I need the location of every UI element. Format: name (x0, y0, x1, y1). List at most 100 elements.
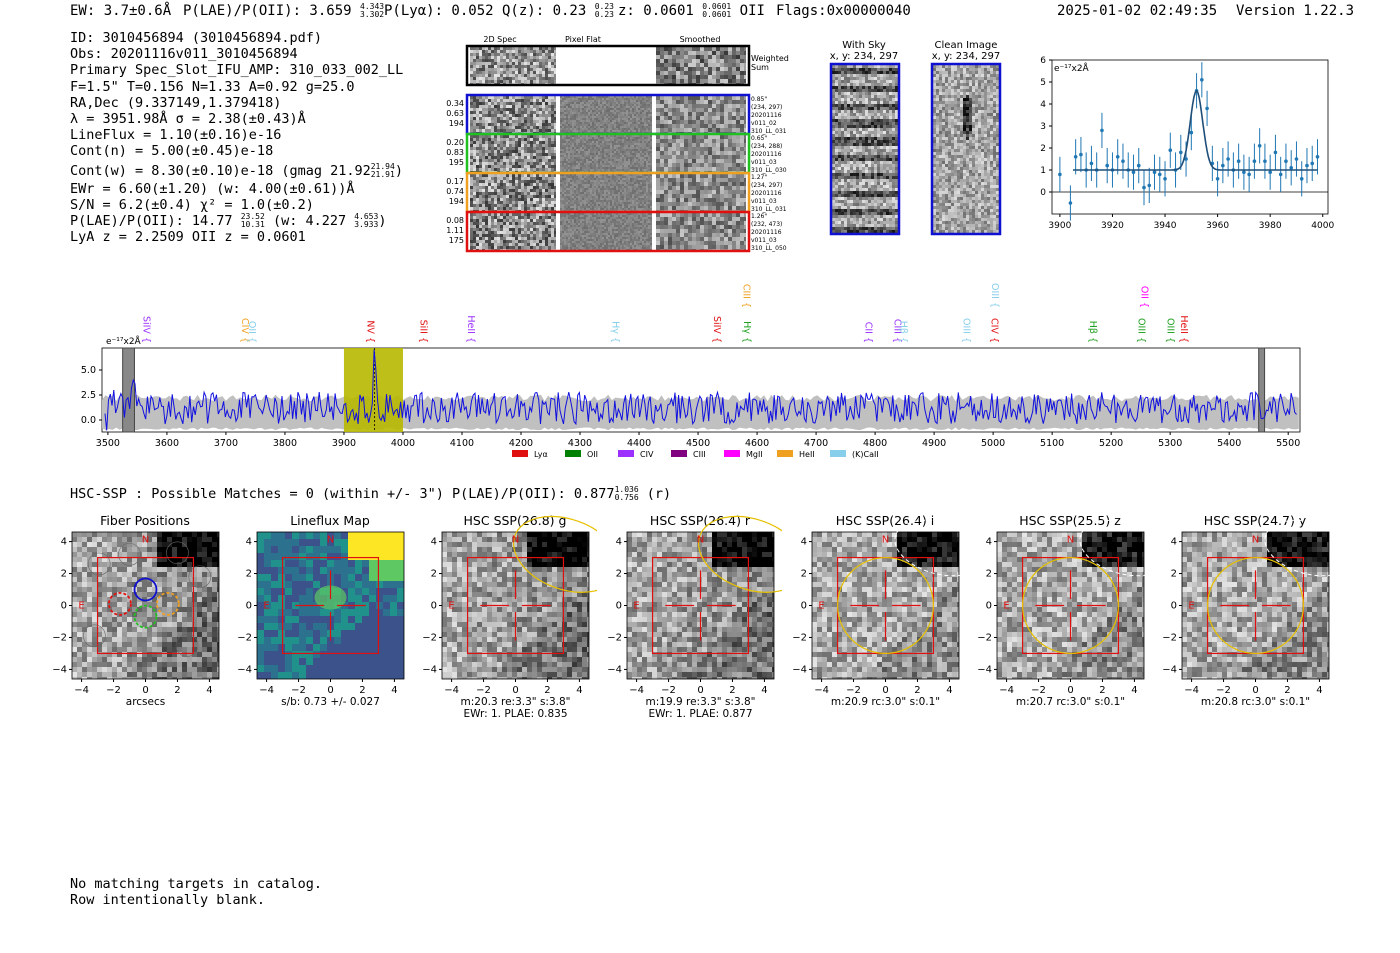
fiber-left-value: 195 (449, 158, 464, 167)
stamp-caption: m:20.8 rc:3.0" s:0.1" (1201, 696, 1310, 708)
info-obs: Obs: 20201116v011_3010456894 (70, 46, 298, 63)
stamp-east-label: E (1188, 601, 1194, 612)
fiber-flat (560, 213, 652, 250)
spectrum-line-label: OIII { (989, 283, 1000, 308)
stamp-x-tick: 4 (391, 685, 397, 696)
header-z-lo: 0.0601 (702, 10, 732, 19)
spectrum-line (104, 349, 1297, 431)
legend-label: Lyα (534, 450, 548, 459)
stamp-north-label: N (1067, 534, 1074, 545)
stamp-y: HSC SSP(24.7) y N E −4 −4 −2 −2 0 0 2 2 4 4 m:20.8 rc… (1162, 513, 1337, 708)
spectrum-line-label: OIII { (1164, 318, 1175, 343)
clean-frame (930, 62, 1002, 236)
info-plae: P(LAE)/P(OII): 14.77 23.52 10.31 (w: 4.22… (70, 212, 403, 230)
spectrum-x-tick-label: 3800 (273, 438, 297, 449)
spec2d-col-header: Smoothed (680, 35, 721, 44)
stamp-north-label: N (142, 534, 149, 545)
zoom-data-point (1294, 157, 1299, 161)
fiber-flat (560, 174, 652, 211)
stamp-search-box (281, 556, 380, 655)
weighted-label: Sum (751, 63, 769, 72)
fiber-left-value: 194 (449, 119, 464, 128)
fiber-right-value: 1.27" (751, 174, 767, 181)
fiber-right-value: 20201116 (751, 190, 782, 197)
stamp-title: HSC SSP(26.4) i (836, 513, 934, 528)
fiber-flat (560, 135, 652, 172)
legend-label: MgII (746, 450, 763, 459)
header-version: Version 1.22.3 (1236, 3, 1355, 19)
stamp-x-tick: −4 (74, 685, 89, 696)
stamp-caption: m:20.7 rc:3.0" s:0.1" (1016, 696, 1125, 708)
stamp-aperture (836, 556, 935, 655)
spectrum-unit-label: e⁻¹⁷x2Å (106, 335, 142, 347)
zoom-x-tick-label: 4000 (1311, 221, 1334, 231)
spectrum-x-tick-label: 4600 (745, 438, 769, 449)
header-plae: P(LAE)/P(OII): 3.659 4.343 3.302 (183, 2, 385, 20)
info-primary: Primary Spec_Slot_IFU_AMP: 310_033_002_L… (70, 62, 404, 79)
info-lambda: λ = 3951.98Å σ = 2.38(±0.43)Å (70, 111, 306, 128)
info-lineflux: LineFlux = 1.10(±0.16)e-16 (70, 127, 282, 144)
fiber-right-value: (234, 297) (751, 104, 782, 111)
zoom-data-point (1079, 152, 1083, 157)
clean-xy: x, y: 234, 297 (932, 51, 1001, 62)
stamp-x-tick: −2 (106, 685, 121, 696)
header-plae-hi: 4.343 (360, 2, 385, 11)
zoom-data-point (1179, 150, 1183, 155)
spectrum-line-label: SiII { (418, 320, 429, 343)
zoom-data-point (1236, 159, 1241, 163)
hsc-summary: HSC-SSP : Possible Matches = 0 (within +… (70, 486, 671, 503)
fiber-left-value: 0.08 (446, 216, 464, 225)
info-plae-w-hi: 4.653 (354, 212, 379, 222)
spectrum-line-label: Hβ { (898, 321, 909, 343)
zoom-data-point (1189, 130, 1194, 135)
info-block: ID: 3010456894 (3010456894.pdf) Obs: 202… (70, 30, 403, 246)
legend-swatch (830, 450, 846, 457)
stamp-east-label: E (78, 601, 84, 612)
zoom-data-point (1268, 170, 1272, 174)
zoom-data-point (1142, 185, 1146, 190)
fiber-flat (560, 96, 652, 133)
fiber-right-value: 20201116 (751, 151, 782, 158)
stamps-row: Fiber Positions N E −4 −4 −2 −2 0 0 2 2 4 4 arcsecs Li… (0, 510, 1400, 725)
stamp-y-tick: −2 (422, 632, 437, 643)
zoom-data-point (1131, 170, 1136, 174)
spectrum-line-label: HeII { (1178, 315, 1189, 343)
zoom-data-point (1100, 128, 1104, 133)
spectrum-x-tick-label: 4500 (686, 438, 710, 449)
fiber-circle-faint (118, 543, 141, 566)
stamp-search-box (466, 556, 565, 655)
info-params: F=1.5" T=0.156 N=1.33 A=0.92 g=25.0 (70, 78, 355, 95)
spectrum-x-tick-label: 4300 (568, 438, 592, 449)
stamp-x-tick: −4 (259, 685, 274, 696)
stamp-y-tick: 4 (616, 537, 622, 548)
stamp-x-tick: 4 (576, 685, 582, 696)
spectrum-line-label: SiIV { (140, 316, 151, 343)
info-id: ID: 3010456894 (3010456894.pdf) (70, 30, 322, 46)
zoom-y-tick-label: 2 (1040, 144, 1046, 154)
stamp-x-tick: −2 (476, 685, 491, 696)
stamp-x-tick: −4 (444, 685, 459, 696)
zoom-data-point (1168, 148, 1173, 152)
zoom-y-tick-label: 0 (1040, 188, 1046, 198)
stamp-y-tick: 0 (246, 601, 252, 612)
zoom-data-point (1284, 159, 1288, 163)
stamp-search-box (96, 556, 195, 655)
spectrum-x-tick-label: 4400 (627, 438, 651, 449)
fiber-left-value: 1.11 (446, 226, 464, 235)
stamp-east-label: E (263, 601, 269, 612)
fiber-circle-faint (188, 565, 212, 589)
spectrum-x-tick-label: 5200 (1099, 438, 1123, 449)
zoom-fit-chart: 3900 3920 3940 3960 3980 4000 0 1 2 3 4 5 6 e⁻¹⁷x2Å (1040, 56, 1334, 231)
fiber-circle (133, 604, 158, 629)
stamp-z: HSC SSP(25.5) z N E −4 −4 −2 −2 0 0 2 2 4 4 m:20.7 rc… (977, 513, 1152, 708)
stamp-image (72, 532, 219, 679)
stamp-g: HSC SSP(26.8) g N E −4 −4 −2 −2 0 0 2 2 4 4 m:20.3 re… (422, 513, 597, 720)
stamp-x-tick: 4 (946, 685, 952, 696)
spectrum-line-label: CIII { (892, 319, 903, 343)
stamp-aperture (1021, 556, 1120, 655)
fiber-right-value: v011_03 (751, 237, 777, 244)
zoom-data-point (1163, 177, 1167, 181)
header-q: Q(z): 0.23 0.23 0.23 (502, 3, 614, 20)
stamp-y-tick: −2 (1162, 632, 1177, 643)
spectrum-x-tick-label: 3700 (214, 438, 238, 449)
